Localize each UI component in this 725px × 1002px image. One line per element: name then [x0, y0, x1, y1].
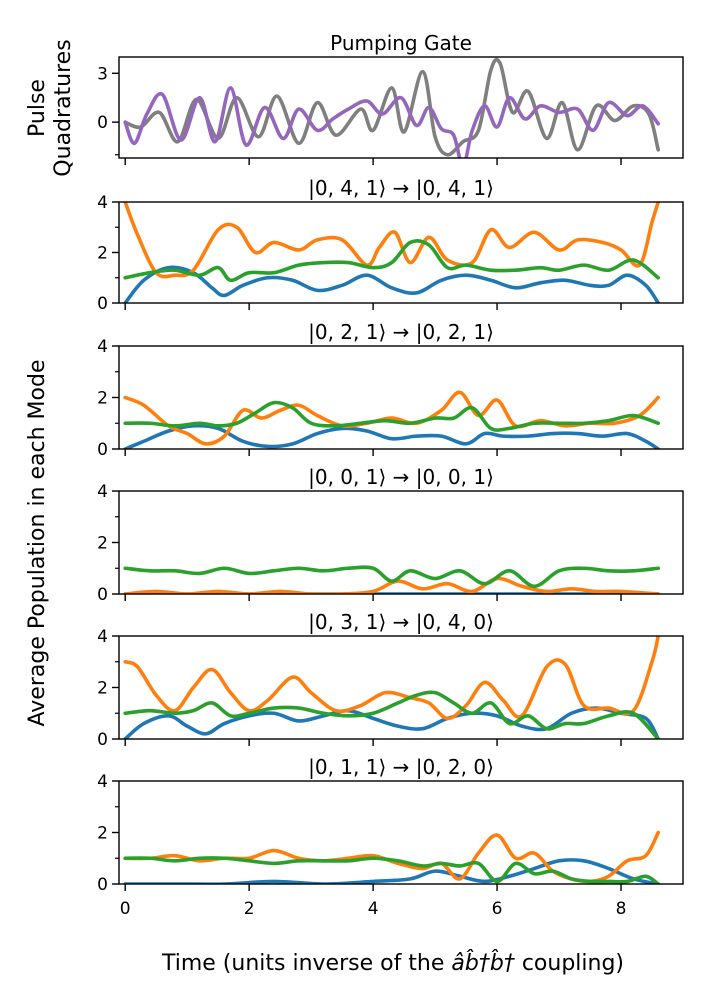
- series-group: [123, 202, 661, 303]
- series-line-green: [123, 238, 661, 283]
- series-line-green: [123, 400, 661, 432]
- series-line-gray: [123, 57, 661, 157]
- y-tick-label: 4: [97, 193, 108, 213]
- y-axis-label: Average Population in each Mode: [25, 360, 50, 727]
- panel-5: 0 2 4 |0, 3, 1⟩ → |0, 4, 0⟩: [97, 610, 684, 750]
- series-line-blue: [123, 706, 661, 739]
- plot-frame: [118, 635, 684, 740]
- y-tick-label: 0: [97, 294, 108, 314]
- series-line-orange: [123, 576, 661, 594]
- y-tick-label: 0: [97, 113, 108, 133]
- series-group: [123, 57, 661, 158]
- series-line-orange: [123, 636, 661, 721]
- x-axis-label-suffix: coupling): [515, 951, 624, 976]
- panel-title: |0, 3, 1⟩ → |0, 4, 0⟩: [308, 610, 494, 634]
- plot-frame: [118, 345, 684, 450]
- series-group: [123, 565, 661, 594]
- series-line-orange: [123, 202, 661, 279]
- panel-title: |0, 2, 1⟩ → |0, 2, 1⟩: [308, 320, 494, 344]
- y-tick-label: 0: [97, 730, 108, 750]
- y-tick-label: 2: [97, 824, 108, 844]
- series-line-blue: [123, 423, 661, 449]
- plot-frame: [118, 56, 684, 159]
- y-axis-label-top-line1: Pulse: [25, 79, 50, 137]
- series-group: [123, 390, 661, 449]
- y-tick-label: 4: [97, 482, 108, 502]
- series-line-purple: [123, 86, 661, 158]
- x-tick-label: 0: [120, 899, 131, 919]
- panel-1: 3 0 Pumping Gate: [97, 31, 684, 165]
- panel-3: 0 2 4 |0, 2, 1⟩ → |0, 2, 1⟩: [97, 320, 684, 460]
- y-tick-label: 2: [97, 679, 108, 699]
- panel-title: |0, 1, 1⟩ → |0, 2, 0⟩: [308, 755, 494, 779]
- y-tick-label: 4: [97, 627, 108, 647]
- plot-frame: [118, 490, 684, 595]
- series-line-green: [123, 565, 661, 589]
- series-line-blue: [123, 858, 661, 884]
- x-tick-label: 6: [492, 899, 503, 919]
- x-tick-label: 4: [368, 899, 379, 919]
- plot-frame: [118, 780, 684, 885]
- panel-title: |0, 4, 1⟩ → |0, 4, 1⟩: [308, 176, 494, 200]
- y-axis-label-top-line2: Quadratures: [51, 39, 76, 176]
- series-line-green: [123, 690, 661, 739]
- x-tick-label: 2: [244, 899, 255, 919]
- y-tick-label: 2: [97, 534, 108, 554]
- series-group: [123, 636, 661, 739]
- y-tick-label: 0: [97, 585, 108, 605]
- y-tick-label: 2: [97, 389, 108, 409]
- panel-title: Pumping Gate: [330, 31, 472, 55]
- series-line-blue: [123, 265, 661, 303]
- x-axis-label-operator: âb̂†b̂†: [451, 950, 515, 976]
- series-line-green: [123, 856, 661, 884]
- series-group: [123, 830, 661, 884]
- series-line-orange: [123, 390, 661, 446]
- panel-4: 0 2 4 |0, 0, 1⟩ → |0, 0, 1⟩: [97, 465, 684, 605]
- y-tick-label: 3: [97, 64, 108, 84]
- panel-title: |0, 0, 1⟩ → |0, 0, 1⟩: [308, 465, 494, 489]
- x-tick-label: 8: [616, 899, 627, 919]
- panel-6: 0 2 4 0 2 4 6 8 |0, 1, 1⟩ → |0, 2, 0⟩: [97, 755, 684, 919]
- y-tick-label: 0: [97, 440, 108, 460]
- panel-2: 0 2 4 |0, 4, 1⟩ → |0, 4, 1⟩: [97, 176, 684, 314]
- x-axis-label: Time (units inverse of the âb̂†b̂† coupl…: [161, 950, 624, 976]
- y-tick-label: 2: [97, 244, 108, 264]
- y-tick-label: 0: [97, 875, 108, 895]
- y-tick-label: 4: [97, 772, 108, 792]
- y-tick-label: 4: [97, 337, 108, 357]
- x-axis-label-prefix: Time (units inverse of the: [161, 951, 451, 976]
